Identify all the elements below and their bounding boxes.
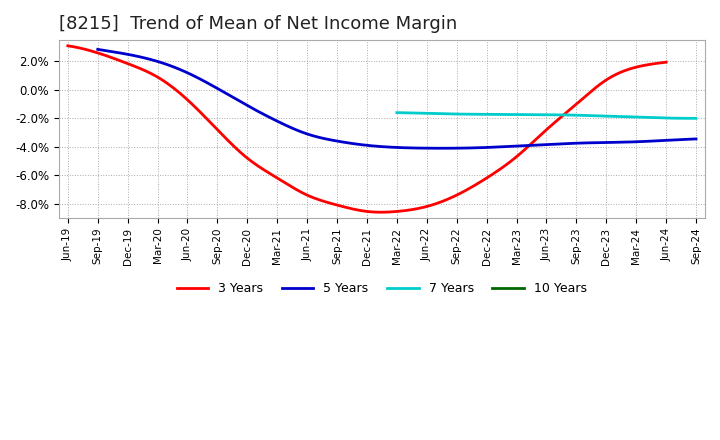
- 7 Years: [664, 115, 672, 121]
- 3 Years: [432, 201, 441, 206]
- 3 Years: [420, 205, 428, 210]
- 5 Years: [94, 47, 102, 52]
- 7 Years: [570, 113, 578, 118]
- 7 Years: [576, 113, 585, 118]
- 3 Years: [662, 59, 670, 65]
- 7 Years: [692, 116, 701, 121]
- 3 Years: [422, 204, 431, 209]
- 5 Years: [600, 140, 608, 145]
- 5 Years: [462, 145, 470, 150]
- 7 Years: [392, 110, 401, 115]
- Line: 3 Years: 3 Years: [68, 46, 666, 212]
- 5 Years: [638, 139, 647, 144]
- 3 Years: [608, 74, 616, 79]
- 3 Years: [376, 209, 384, 215]
- Line: 7 Years: 7 Years: [397, 113, 696, 118]
- 5 Years: [449, 146, 458, 151]
- Legend: 3 Years, 5 Years, 7 Years, 10 Years: 3 Years, 5 Years, 7 Years, 10 Years: [172, 278, 592, 301]
- 3 Years: [63, 43, 72, 48]
- 5 Years: [692, 136, 701, 142]
- 7 Years: [394, 110, 402, 115]
- 3 Years: [66, 44, 74, 49]
- Text: [8215]  Trend of Mean of Net Income Margin: [8215] Trend of Mean of Net Income Margi…: [59, 15, 457, 33]
- Line: 5 Years: 5 Years: [98, 49, 696, 148]
- 3 Years: [570, 103, 578, 109]
- 5 Years: [451, 146, 460, 151]
- 5 Years: [438, 146, 446, 151]
- 5 Years: [96, 47, 104, 52]
- 7 Years: [644, 115, 653, 120]
- 7 Years: [687, 116, 696, 121]
- 7 Years: [571, 113, 580, 118]
